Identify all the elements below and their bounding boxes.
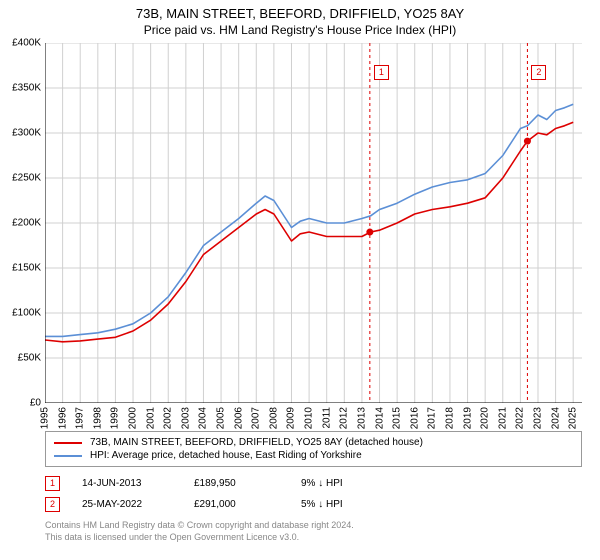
x-axis-tick: 2013 [356, 407, 367, 429]
x-axis-tick: 1998 [92, 407, 103, 429]
sale-callout: 1 [374, 65, 389, 80]
sale-price: £189,950 [194, 478, 279, 489]
x-axis-tick: 2006 [233, 407, 244, 429]
x-axis-tick: 2007 [251, 407, 262, 429]
sale-price: £291,000 [194, 499, 279, 510]
sale-date: 14-JUN-2013 [82, 478, 172, 489]
x-axis-tick: 2014 [374, 407, 385, 429]
y-axis-tick: £50K [18, 353, 41, 364]
sale-callout-ref: 1 [45, 476, 60, 491]
x-axis-tick: 2023 [532, 407, 543, 429]
x-axis-tick: 2019 [462, 407, 473, 429]
x-axis-tick: 2012 [339, 407, 350, 429]
sale-callout-ref: 2 [45, 497, 60, 512]
y-axis-tick: £250K [12, 173, 41, 184]
legend-swatch [54, 455, 82, 457]
x-axis-tick: 2018 [444, 407, 455, 429]
x-axis-tick: 2011 [321, 407, 332, 429]
x-axis-tick: 2000 [128, 407, 139, 429]
x-axis-tick: 1996 [57, 407, 68, 429]
x-axis-tick: 2017 [427, 407, 438, 429]
sale-data-table: 1 14-JUN-2013 £189,950 9% ↓ HPI 2 25-MAY-2022… [45, 473, 582, 515]
y-axis-tick: £350K [12, 83, 41, 94]
sale-data-row: 1 14-JUN-2013 £189,950 9% ↓ HPI [45, 473, 582, 494]
x-axis-tick: 2003 [180, 407, 191, 429]
attribution-footer: Contains HM Land Registry data © Crown c… [45, 519, 582, 543]
x-axis-tick: 2002 [163, 407, 174, 429]
legend-label: HPI: Average price, detached house, East… [90, 450, 362, 461]
y-axis-tick: £200K [12, 218, 41, 229]
x-axis-tick: 2005 [216, 407, 227, 429]
sale-pct-vs-hpi: 5% ↓ HPI [301, 499, 391, 510]
x-axis-tick: 1997 [75, 407, 86, 429]
legend-row: HPI: Average price, detached house, East… [54, 449, 573, 462]
chart-title: 73B, MAIN STREET, BEEFORD, DRIFFIELD, YO… [0, 6, 600, 21]
y-axis-tick: £400K [12, 38, 41, 49]
y-axis-tick: £150K [12, 263, 41, 274]
x-axis-tick: 2016 [409, 407, 420, 429]
y-axis-tick: £300K [12, 128, 41, 139]
x-axis-tick: 2008 [268, 407, 279, 429]
legend-label: 73B, MAIN STREET, BEEFORD, DRIFFIELD, YO… [90, 437, 423, 448]
x-axis-tick: 2020 [480, 407, 491, 429]
x-axis-tick: 2010 [304, 407, 315, 429]
price-chart: £0£50K£100K£150K£200K£250K£300K£350K£400… [45, 43, 582, 403]
x-axis-tick: 2021 [497, 407, 508, 429]
x-axis-tick: 1995 [40, 407, 51, 429]
y-axis-tick: £100K [12, 308, 41, 319]
chart-legend: 73B, MAIN STREET, BEEFORD, DRIFFIELD, YO… [45, 431, 582, 467]
x-axis-tick: 2022 [515, 407, 526, 429]
x-axis-tick: 2015 [392, 407, 403, 429]
chart-subtitle: Price paid vs. HM Land Registry's House … [0, 23, 600, 37]
sale-pct-vs-hpi: 9% ↓ HPI [301, 478, 391, 489]
x-axis-tick: 2001 [145, 407, 156, 429]
x-axis-tick: 2025 [568, 407, 579, 429]
sale-date: 25-MAY-2022 [82, 499, 172, 510]
legend-swatch [54, 442, 82, 444]
x-axis-tick: 2009 [286, 407, 297, 429]
legend-row: 73B, MAIN STREET, BEEFORD, DRIFFIELD, YO… [54, 436, 573, 449]
footer-line: This data is licensed under the Open Gov… [45, 531, 582, 543]
sale-callout: 2 [531, 65, 546, 80]
sale-data-row: 2 25-MAY-2022 £291,000 5% ↓ HPI [45, 494, 582, 515]
x-axis-tick: 2004 [198, 407, 209, 429]
x-axis-tick: 1999 [110, 407, 121, 429]
x-axis-tick: 2024 [550, 407, 561, 429]
footer-line: Contains HM Land Registry data © Crown c… [45, 519, 582, 531]
